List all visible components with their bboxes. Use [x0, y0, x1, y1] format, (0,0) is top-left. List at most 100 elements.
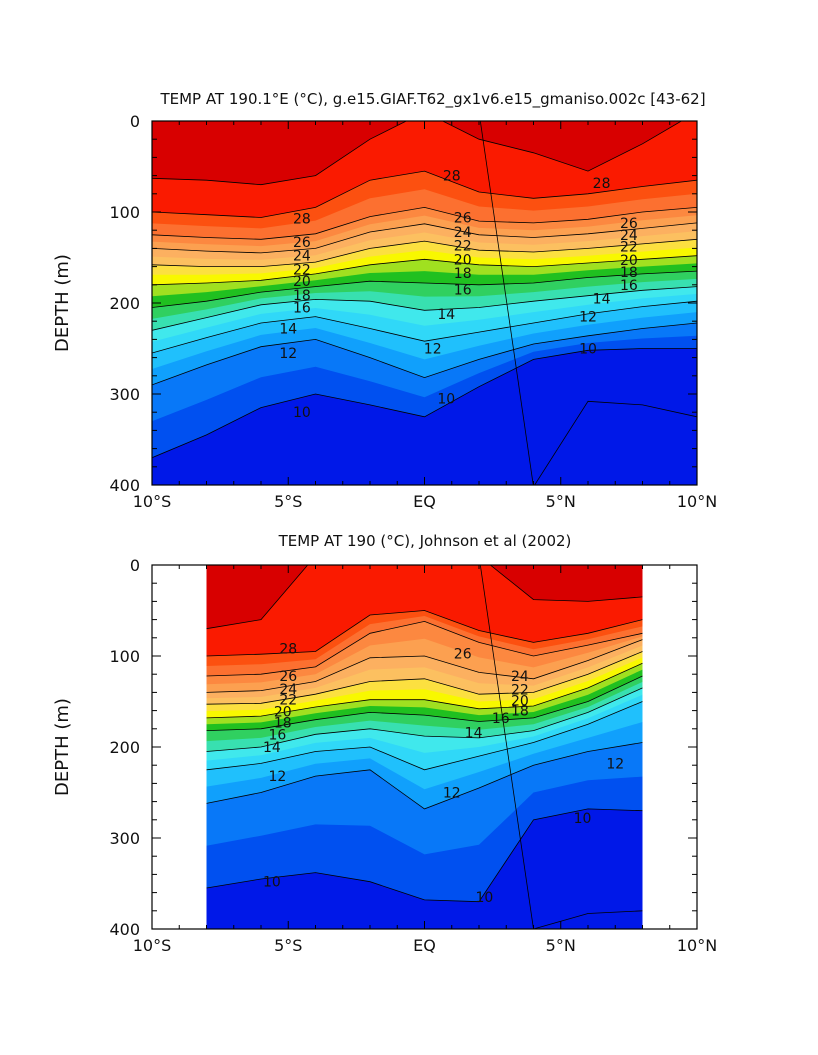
- contour-label: 26: [454, 211, 472, 227]
- isotherm-12: [152, 322, 697, 386]
- contour-label: 28: [293, 211, 311, 227]
- y-tick-label: 0: [130, 112, 140, 131]
- contour-label: 28: [443, 169, 461, 185]
- contour-label: 26: [293, 235, 311, 251]
- x-tick-label: 10°S: [133, 936, 172, 955]
- panel-obs-isotherms: [206, 565, 643, 929]
- contour-label: 18: [274, 715, 292, 731]
- contour-label: 24: [620, 228, 638, 244]
- contour-label: 20: [274, 705, 292, 721]
- contour-label: 22: [279, 693, 297, 709]
- isotherm-16: [206, 687, 643, 752]
- y-tick-label: 300: [109, 385, 140, 404]
- contour-label: 10: [293, 405, 311, 421]
- isotherm-18: [152, 270, 697, 308]
- isotherm-29: [206, 565, 643, 630]
- panel-obs-axes: 10°S 5°S EQ 5°N 10°N 0 100 200 300 400: [109, 556, 717, 955]
- isotherm-26: [152, 206, 697, 240]
- panel-model-ylabel: DEPTH (m): [52, 254, 73, 352]
- isotherm-16: [152, 286, 697, 331]
- panel-obs-ylabel: DEPTH (m): [52, 698, 73, 796]
- panel-obs-title: TEMP AT 190 (°C), Johnson et al (2002): [278, 532, 572, 550]
- panel-model-isotherms: [152, 121, 697, 485]
- contour-label: 28: [279, 642, 297, 658]
- panel-model-axes: 10°S 5°S EQ 5°N 10°N 0 100 200 300 400: [109, 112, 717, 511]
- contour-label: 18: [454, 266, 472, 282]
- x-tick-label: 5°S: [274, 492, 302, 511]
- contour-label: 18: [620, 265, 638, 281]
- isotherm-22: [206, 651, 643, 705]
- y-tick-label: 200: [109, 294, 140, 313]
- contour-label: 14: [593, 291, 611, 307]
- contour-label: 12: [268, 769, 286, 785]
- band-above-29: [152, 121, 682, 185]
- contour-label: 16: [293, 301, 311, 317]
- x-tick-label: 5°S: [274, 936, 302, 955]
- isotherm-20: [206, 662, 643, 719]
- isotherm-10: [152, 348, 697, 459]
- contour-label: 20: [511, 694, 529, 710]
- contour-label: 22: [293, 262, 311, 278]
- contour-label: 20: [620, 253, 638, 269]
- contour-label: 12: [443, 786, 461, 802]
- contour-label: 26: [279, 669, 297, 685]
- contour-label: 26: [454, 646, 472, 662]
- x-tick-label: 10°S: [133, 492, 172, 511]
- contour-label: 16: [454, 282, 472, 298]
- contour-label: 20: [293, 274, 311, 290]
- contour-label: 10: [437, 392, 455, 408]
- y-tick-label: 400: [109, 920, 140, 939]
- contour-label: 12: [579, 310, 597, 326]
- contour-label: 22: [454, 239, 472, 255]
- isotherm-18: [206, 675, 643, 731]
- panel-model: TEMP AT 190.1°E (°C), g.e15.GIAF.T62_gx1…: [52, 90, 717, 511]
- contour-label: 12: [279, 346, 297, 362]
- isotherm-8: [479, 121, 697, 485]
- contour-label: 16: [268, 727, 286, 743]
- contour-label: 10: [475, 890, 493, 906]
- contour-label: 10: [579, 342, 597, 358]
- y-tick-label: 400: [109, 476, 140, 495]
- isotherm-14: [206, 701, 643, 771]
- contour-label: 18: [511, 704, 529, 720]
- x-tick-label: 5°N: [546, 936, 576, 955]
- x-tick-label: 10°N: [677, 492, 717, 511]
- contour-label: 18: [293, 288, 311, 304]
- contour-label: 12: [606, 756, 624, 772]
- contour-label: 16: [620, 278, 638, 294]
- contour-label: 10: [574, 811, 592, 827]
- x-tick-label: EQ: [413, 492, 436, 511]
- x-tick-label: 10°N: [677, 936, 717, 955]
- contour-label: 14: [465, 725, 483, 741]
- isotherm-12: [206, 742, 643, 810]
- contour-label: 22: [511, 683, 529, 699]
- y-tick-label: 100: [109, 203, 140, 222]
- panel-obs: TEMP AT 190 (°C), Johnson et al (2002) 2…: [52, 532, 717, 955]
- y-tick-label: 0: [130, 556, 140, 575]
- band-above-29: [206, 565, 643, 629]
- contour-label: 10: [263, 875, 281, 891]
- y-tick-label: 300: [109, 829, 140, 848]
- contour-label: 14: [279, 322, 297, 338]
- isotherm-24: [206, 639, 643, 693]
- y-tick-label: 100: [109, 647, 140, 666]
- isotherm-28: [152, 170, 697, 218]
- isotherm-20: [152, 255, 697, 286]
- contour-label: 24: [511, 669, 529, 685]
- y-tick-label: 200: [109, 738, 140, 757]
- isotherm-22: [152, 238, 697, 267]
- panel-obs-contour-labels: 2826262424222220201818161614141212121010…: [263, 642, 624, 906]
- isotherm-29: [152, 121, 683, 186]
- contour-label: 14: [263, 740, 281, 756]
- contour-label: 22: [620, 240, 638, 256]
- isotherm-28: [206, 610, 643, 657]
- contour-label: 16: [492, 711, 510, 727]
- isotherm-10: [206, 808, 643, 903]
- contour-label: 20: [454, 252, 472, 268]
- contour-label: 24: [293, 249, 311, 265]
- isotherm-26: [206, 620, 643, 677]
- x-tick-label: 5°N: [546, 492, 576, 511]
- isotherm-8: [479, 565, 643, 929]
